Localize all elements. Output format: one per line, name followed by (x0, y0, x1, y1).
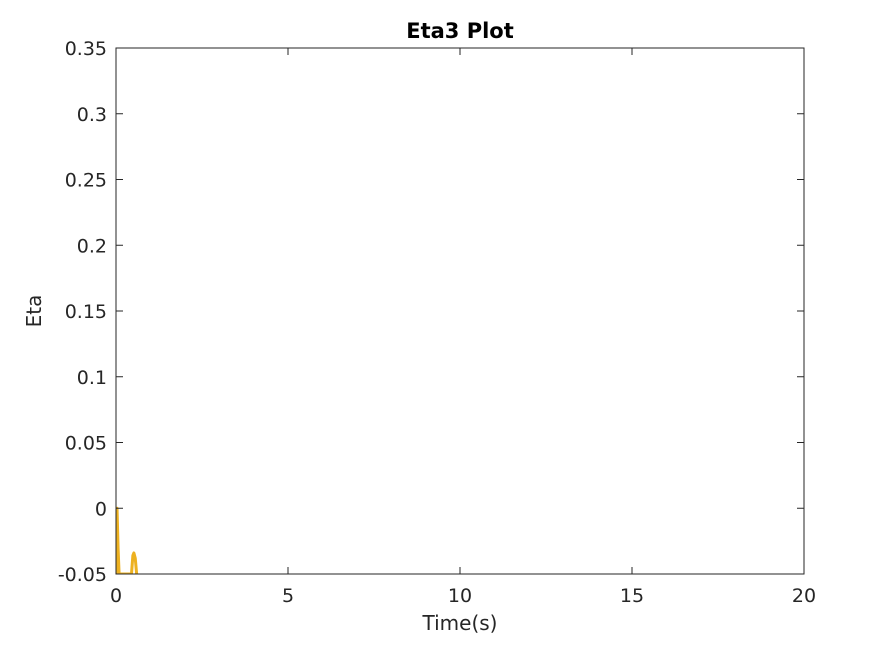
axes-box (115, 47, 805, 575)
x-tick-label: 5 (282, 585, 294, 607)
y-tick-label: 0.3 (77, 104, 107, 126)
x-tick-label: 20 (792, 585, 816, 607)
y-axis-label: Eta (22, 295, 46, 328)
series-line (116, 506, 139, 574)
x-tick-label: 0 (110, 585, 122, 607)
y-tick-label: 0 (95, 498, 107, 520)
y-tick-label: 0.1 (77, 367, 107, 389)
y-tick-label: 0.2 (77, 235, 107, 257)
y-tick-label: 0.35 (65, 38, 107, 60)
plot-area (116, 48, 804, 574)
x-tick-label: 15 (620, 585, 644, 607)
x-tick-label: 10 (448, 585, 472, 607)
y-tick-label: -0.05 (58, 564, 107, 586)
series-layer (116, 506, 139, 574)
y-tick-label: 0.15 (65, 301, 107, 323)
y-tick-label: 0.05 (65, 433, 107, 455)
y-tick-label: 0.25 (65, 170, 107, 192)
chart-title: Eta3 Plot (406, 19, 514, 43)
x-axis-label: Time(s) (422, 611, 498, 635)
